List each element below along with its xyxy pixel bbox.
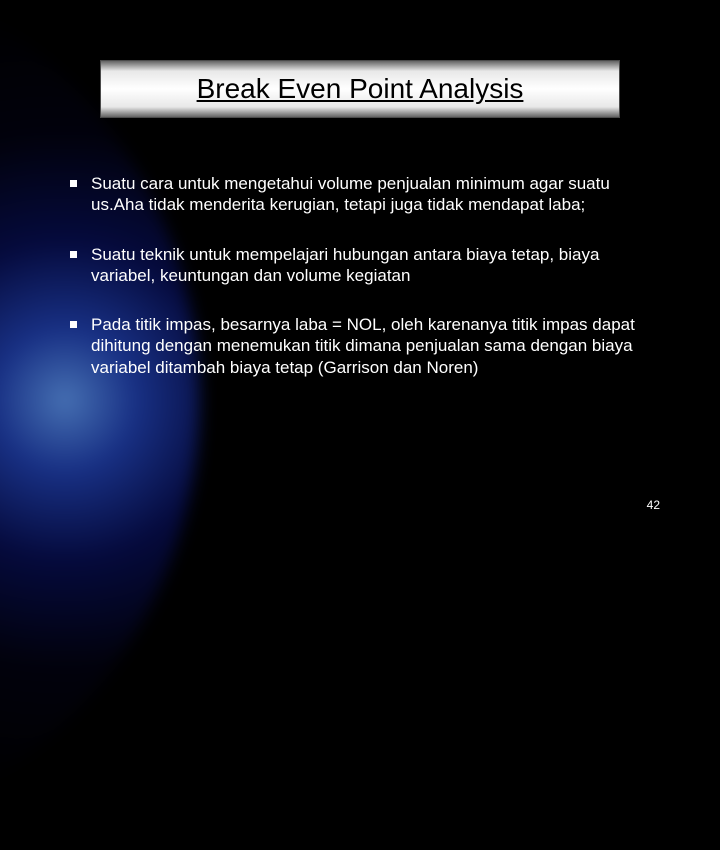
page-number: 42 — [647, 498, 660, 512]
list-item: Suatu teknik untuk mempelajari hubungan … — [70, 244, 660, 287]
title-box: Break Even Point Analysis — [100, 60, 620, 118]
slide-title: Break Even Point Analysis — [197, 73, 524, 104]
bullet-text: Suatu cara untuk mengetahui volume penju… — [91, 173, 660, 216]
bullet-text: Suatu teknik untuk mempelajari hubungan … — [91, 244, 660, 287]
bullet-square-icon — [70, 180, 77, 187]
bullet-list: Suatu cara untuk mengetahui volume penju… — [60, 173, 660, 378]
list-item: Pada titik impas, besarnya laba = NOL, o… — [70, 314, 660, 378]
bullet-square-icon — [70, 321, 77, 328]
bullet-square-icon — [70, 251, 77, 258]
slide-content: Break Even Point Analysis Suatu cara unt… — [0, 0, 720, 378]
list-item: Suatu cara untuk mengetahui volume penju… — [70, 173, 660, 216]
bullet-text: Pada titik impas, besarnya laba = NOL, o… — [91, 314, 660, 378]
